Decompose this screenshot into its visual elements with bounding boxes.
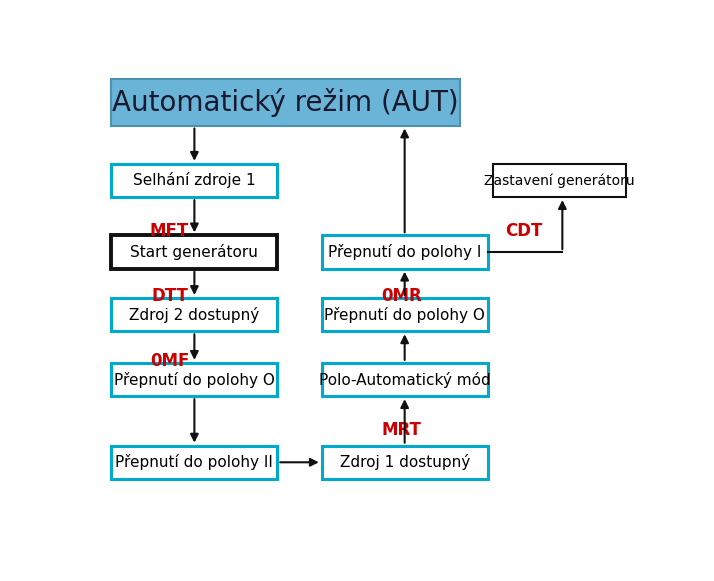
- FancyBboxPatch shape: [322, 363, 488, 396]
- Text: 0MR: 0MR: [381, 286, 422, 304]
- FancyBboxPatch shape: [111, 298, 277, 331]
- Text: Zdroj 1 dostupný: Zdroj 1 dostupný: [340, 454, 470, 470]
- FancyBboxPatch shape: [322, 446, 488, 479]
- Text: Zastavení generátoru: Zastavení generátoru: [484, 173, 635, 188]
- Text: Automatický režim (AUT): Automatický režim (AUT): [112, 88, 459, 117]
- Text: MRT: MRT: [382, 421, 422, 439]
- Text: Přepnutí do polohy O: Přepnutí do polohy O: [114, 371, 275, 388]
- FancyBboxPatch shape: [111, 363, 277, 396]
- FancyBboxPatch shape: [493, 164, 626, 197]
- FancyBboxPatch shape: [322, 235, 488, 269]
- Text: Přepnutí do polohy O: Přepnutí do polohy O: [324, 307, 485, 322]
- Text: Přepnutí do polohy I: Přepnutí do polohy I: [328, 244, 481, 260]
- Text: Zdroj 2 dostupný: Zdroj 2 dostupný: [129, 307, 259, 322]
- Text: CDT: CDT: [505, 222, 543, 240]
- FancyBboxPatch shape: [111, 446, 277, 479]
- Text: Přepnutí do polohy II: Přepnutí do polohy II: [116, 454, 273, 470]
- Text: Selhání zdroje 1: Selhání zdroje 1: [133, 173, 256, 188]
- FancyBboxPatch shape: [111, 78, 460, 125]
- Text: Start generátoru: Start generátoru: [131, 244, 258, 260]
- Text: Polo-Automatický mód: Polo-Automatický mód: [318, 371, 491, 388]
- Text: MFT: MFT: [150, 222, 189, 240]
- Text: 0MF: 0MF: [150, 352, 189, 370]
- FancyBboxPatch shape: [111, 235, 277, 269]
- Text: DTT: DTT: [151, 286, 188, 304]
- FancyBboxPatch shape: [322, 298, 488, 331]
- FancyBboxPatch shape: [111, 164, 277, 197]
